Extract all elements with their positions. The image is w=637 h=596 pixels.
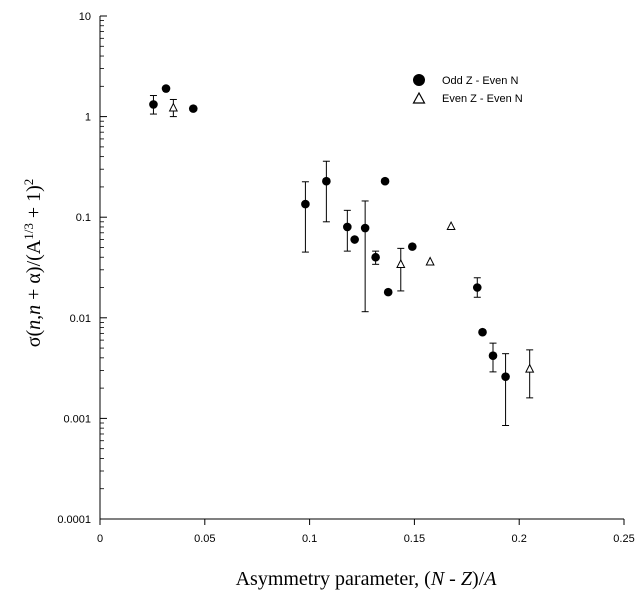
point-odd-z (149, 100, 158, 109)
point-odd-z (301, 199, 310, 209)
point-odd-z (350, 235, 359, 244)
x-tick-label: 0.2 (512, 533, 527, 545)
point-even-z (446, 220, 456, 231)
x-tick-label: 0 (97, 533, 103, 545)
axes: 0 0.05 0.1 0.15 0.2 0.25 0.0001 0.001 0.01 0.1 1 10 (57, 11, 634, 545)
legend: Odd Z - Even N Even Z - Even N (412, 74, 523, 105)
point-odd-z (472, 283, 482, 292)
legend-label-even-z: Even Z - Even N (442, 93, 523, 105)
y-tick-label: 0.001 (63, 413, 91, 425)
legend-label-odd-z: Odd Z - Even N (442, 75, 518, 87)
point-odd-z (371, 252, 380, 262)
point-even-z (396, 258, 406, 268)
x-tick-label: 0.05 (194, 533, 215, 545)
point-odd-z (383, 287, 393, 297)
point-odd-z (501, 372, 510, 381)
legend-marker-odd-z (413, 74, 425, 86)
point-odd-z (408, 242, 417, 251)
legend-marker-even-z (412, 91, 426, 104)
point-odd-z (343, 222, 352, 232)
point-odd-z (188, 104, 198, 113)
point-odd-z (478, 327, 487, 337)
point-even-z (168, 102, 178, 112)
point-even-z (525, 363, 535, 373)
y-tick-label: 10 (79, 11, 91, 23)
point-odd-z (360, 223, 370, 233)
x-axis-title: Asymmetry parameter, (N - Z)/A (236, 568, 498, 590)
y-tick-label: 1 (85, 112, 91, 124)
point-even-z (425, 256, 435, 266)
x-tick-label: 0.25 (613, 533, 634, 545)
y-tick-label: 0.01 (70, 313, 91, 325)
y-tick-label: 0.0001 (57, 514, 91, 526)
point-odd-z (161, 84, 171, 93)
x-tick-label: 0.1 (302, 533, 317, 545)
error-bars (149, 95, 534, 427)
y-axis-title: σ(n,n + α)/(A1/3 + 1)2 (21, 179, 46, 348)
point-odd-z (380, 176, 390, 186)
point-odd-z (488, 351, 498, 361)
data-points (149, 84, 535, 381)
point-odd-z (322, 176, 331, 186)
x-tick-label: 0.15 (404, 533, 425, 545)
y-tick-label: 0.1 (76, 212, 91, 224)
